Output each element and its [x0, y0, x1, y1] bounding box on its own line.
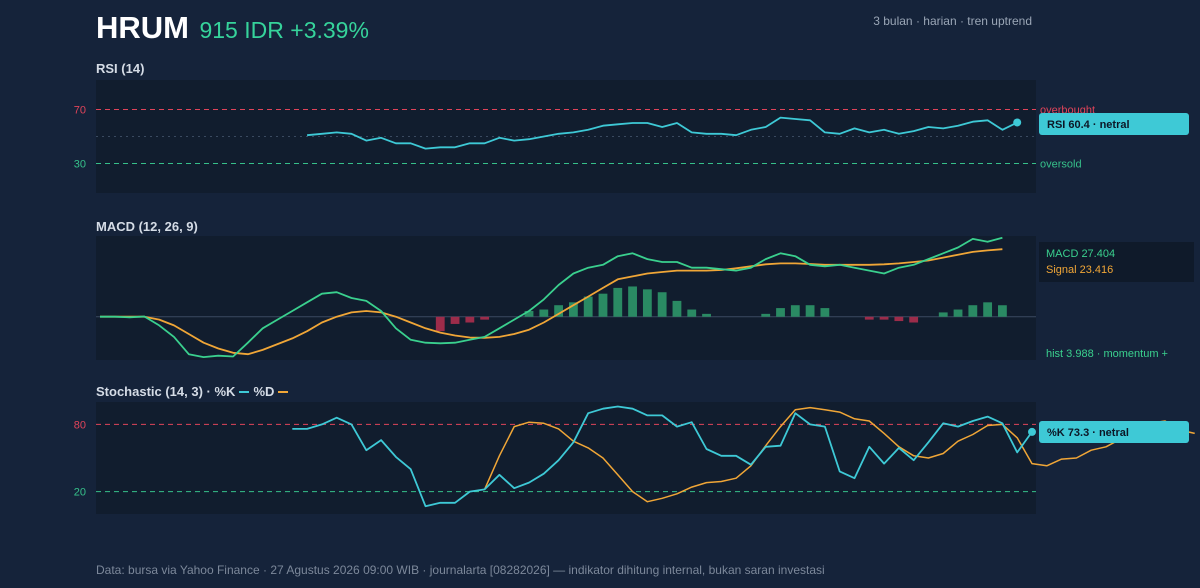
- macd-hist-bar: [790, 305, 800, 317]
- macd-hist-bar: [968, 305, 978, 317]
- macd-hist-bar: [628, 286, 637, 317]
- macd-hist-bar: [539, 309, 549, 317]
- macd-hist-bar: [820, 308, 830, 317]
- rsi-badge-bg: [1039, 113, 1189, 135]
- hist-value-label: hist 3.988 · momentum +: [1046, 348, 1168, 360]
- macd-hist-bar: [657, 292, 667, 317]
- ticker-symbol: HRUM: [96, 10, 189, 45]
- macd-label-box: [1039, 242, 1194, 282]
- stochastic-title-text: Stochastic (14, 3) · %K: [96, 384, 236, 399]
- stochastic-panel: [96, 402, 1036, 514]
- macd-hist-bar: [480, 316, 490, 320]
- macd-hist-bar: [998, 305, 1007, 317]
- macd-hist-bar: [435, 316, 445, 332]
- stoch-last-point: [1028, 427, 1036, 436]
- k-legend-swatch: [239, 390, 250, 393]
- stoch-tick-20: 20: [74, 487, 86, 499]
- rsi-line: [307, 116, 1018, 150]
- macd-signal-line: [100, 248, 1003, 356]
- d-legend-label: %D: [253, 384, 275, 399]
- macd-hist-bar: [894, 316, 904, 322]
- stoch-badge-bg: [1039, 421, 1189, 443]
- macd-hist-bar: [524, 310, 534, 317]
- macd-hist-bar: [465, 316, 475, 323]
- macd-hist-bar: [687, 309, 697, 317]
- price: 915 IDR: [199, 17, 284, 43]
- macd-title: MACD (12, 26, 9): [96, 219, 198, 234]
- macd-hist-bar: [805, 305, 815, 317]
- chart-meta: 3 bulan · harian · tren uptrend: [873, 14, 1032, 28]
- stoch-badge: %K 73.3 · netral: [1047, 427, 1129, 439]
- macd-hist-bar: [776, 308, 785, 317]
- rsi-badge: RSI 60.4 · netral: [1047, 119, 1130, 131]
- macd-hist-bar: [642, 289, 652, 317]
- footer-source: Data: bursa via Yahoo Finance · 27 Agust…: [96, 563, 825, 577]
- macd-hist-bar: [450, 316, 460, 324]
- rsi-ref-label-30: oversold: [1040, 159, 1082, 171]
- stochastic-title: Stochastic (14, 3) · %K %D: [96, 384, 292, 399]
- d-legend-swatch: [278, 390, 289, 393]
- macd-hist-bar: [598, 293, 608, 317]
- signal-value-label: Signal 23.416: [1046, 264, 1113, 276]
- macd-hist-bar: [702, 313, 711, 317]
- macd-hist-bar: [879, 316, 889, 320]
- macd-hist-bar: [554, 305, 564, 317]
- macd-hist-bar: [864, 316, 874, 320]
- stoch-tick-80: 80: [74, 419, 86, 431]
- macd-line: [100, 236, 1003, 358]
- macd-hist-bar: [583, 296, 593, 317]
- rsi-tick-30: 30: [74, 159, 86, 171]
- macd-value-label: MACD 27.404: [1046, 248, 1115, 260]
- price-change: +3.39%: [290, 17, 369, 43]
- stoch-k-line: [292, 405, 1033, 508]
- rsi-last-point: [1013, 118, 1022, 127]
- macd-hist-bar: [568, 302, 578, 317]
- macd-hist-bar: [909, 316, 919, 323]
- macd-panel: [96, 236, 1036, 360]
- header: HRUM 915 IDR +3.39%: [96, 10, 369, 46]
- macd-hist-bar: [672, 300, 682, 317]
- stoch-d-line: [483, 406, 1195, 503]
- rsi-tick-70: 70: [74, 105, 86, 117]
- macd-hist-bar: [761, 313, 771, 317]
- rsi-title: RSI (14): [96, 61, 145, 76]
- macd-hist-bar: [983, 302, 993, 317]
- macd-hist-bar: [953, 309, 963, 317]
- macd-hist-bar: [613, 287, 623, 317]
- macd-hist-bar: [938, 312, 948, 317]
